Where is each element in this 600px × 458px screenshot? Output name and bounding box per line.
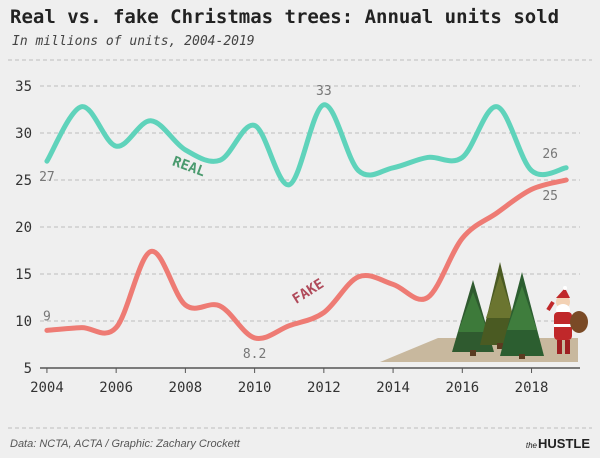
series-label-fake: FAKE xyxy=(290,276,327,307)
source-note: Data: NCTA, ACTA / Graphic: Zachary Croc… xyxy=(10,438,240,450)
x-tick-label: 2014 xyxy=(376,380,410,396)
christmas-tree-illustration xyxy=(380,262,588,362)
y-tick-label: 30 xyxy=(15,126,32,142)
chart-title: Real vs. fake Christmas trees: Annual un… xyxy=(10,6,560,28)
y-tick-label: 10 xyxy=(15,314,32,330)
y-tick-label: 5 xyxy=(24,361,32,377)
x-tick-label: 2012 xyxy=(307,380,341,396)
data-label: 9 xyxy=(43,309,51,324)
series-line-fake xyxy=(44,177,569,341)
data-label: 8.2 xyxy=(243,347,266,362)
brand-prefix: the xyxy=(525,441,537,450)
axes: 5 10 15 20 25 30 35 2004 2006 2008 2010 2012 2014 201… xyxy=(15,79,580,396)
brand-name: HUSTLE xyxy=(538,436,590,451)
x-tick-label: 2004 xyxy=(30,380,64,396)
data-label: 33 xyxy=(316,84,332,99)
data-label: 25 xyxy=(542,189,558,204)
x-tick-label: 2016 xyxy=(445,380,479,396)
y-tick-label: 35 xyxy=(15,79,32,95)
data-label: 27 xyxy=(39,170,55,185)
x-tick-label: 2006 xyxy=(99,380,133,396)
tree-icon xyxy=(500,272,544,359)
x-tick-label: 2008 xyxy=(169,380,203,396)
chart-subtitle: In millions of units, 2004-2019 xyxy=(12,34,255,49)
series-line-real xyxy=(44,102,569,188)
y-tick-label: 15 xyxy=(15,267,32,283)
brand-logo: theHUSTLE xyxy=(526,436,590,451)
data-labels: 27 33 26 9 8.2 25 xyxy=(39,84,558,362)
santa-icon xyxy=(546,286,588,354)
y-tick-label: 20 xyxy=(15,220,32,236)
x-tick-label: 2018 xyxy=(515,380,549,396)
y-tick-label: 25 xyxy=(15,173,32,189)
x-tick-label: 2010 xyxy=(238,380,272,396)
data-label: 26 xyxy=(542,147,558,162)
series-lines xyxy=(44,102,569,341)
